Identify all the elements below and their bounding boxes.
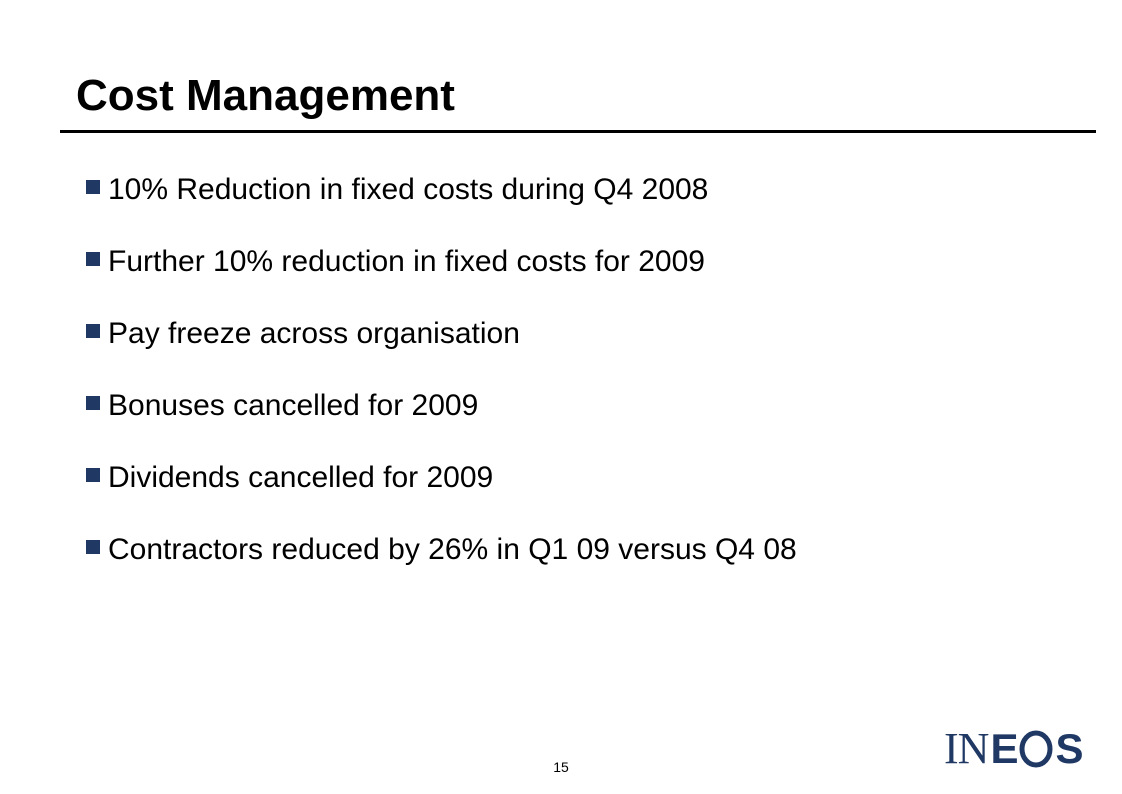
bullet-text: Pay freeze across organisation: [108, 317, 520, 350]
square-bullet-icon: [86, 324, 100, 338]
logo-o-icon: [1019, 730, 1053, 768]
square-bullet-icon: [86, 540, 100, 554]
logo-text-e: E: [990, 725, 1018, 772]
bullet-list: 10% Reduction in fixed costs during Q4 2…: [86, 170, 1086, 602]
square-bullet-icon: [86, 468, 100, 482]
page-number: 15: [553, 759, 569, 775]
bullet-text: 10% Reduction in fixed costs during Q4 2…: [108, 173, 709, 206]
logo-text-in: IN: [944, 724, 989, 773]
square-bullet-icon: [86, 252, 100, 266]
list-item: Dividends cancelled for 2009: [86, 458, 1086, 530]
bullet-text: Bonuses cancelled for 2009: [108, 389, 479, 422]
list-item: 10% Reduction in fixed costs during Q4 2…: [86, 170, 1086, 242]
logo-text-s: S: [1055, 725, 1084, 772]
square-bullet-icon: [86, 180, 100, 194]
bullet-text: Further 10% reduction in fixed costs for…: [108, 245, 705, 278]
list-item: Pay freeze across organisation: [86, 314, 1086, 386]
bullet-text: Contractors reduced by 26% in Q1 09 vers…: [108, 533, 797, 566]
list-item: Contractors reduced by 26% in Q1 09 vers…: [86, 530, 1086, 602]
ineos-logo: IN E S: [944, 726, 1083, 772]
bullet-text: Dividends cancelled for 2009: [108, 461, 494, 494]
list-item: Further 10% reduction in fixed costs for…: [86, 242, 1086, 314]
logo-eo: E S: [990, 726, 1083, 772]
list-item: Bonuses cancelled for 2009: [86, 386, 1086, 458]
slide-title: Cost Management: [76, 71, 455, 120]
square-bullet-icon: [86, 396, 100, 410]
title-underline: [60, 130, 1096, 133]
